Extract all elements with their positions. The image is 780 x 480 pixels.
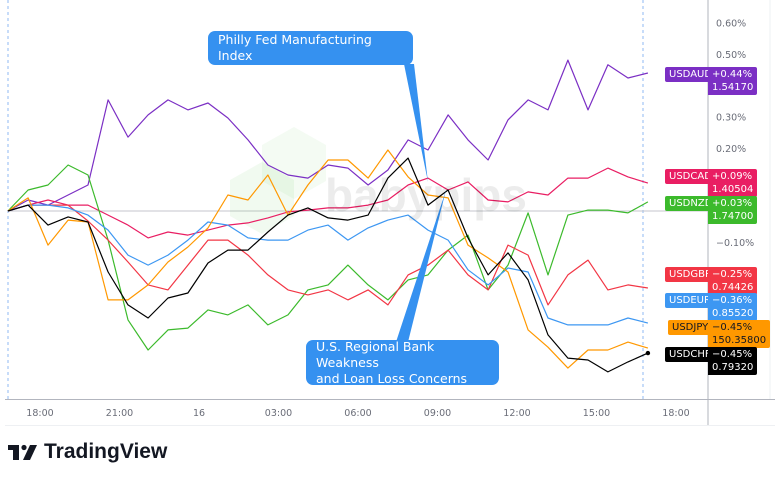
percent-change: −0.36%	[712, 295, 753, 306]
x-tick-label: 18:00	[662, 408, 689, 419]
price-tag-symbol-usdnzd[interactable]: USDNZD	[665, 196, 717, 211]
annotation-pointers	[396, 64, 446, 342]
annotation-text: Philly Fed Manufacturing Index	[218, 32, 372, 63]
price-tag-symbol-usdchf[interactable]: USDCHF	[665, 347, 715, 362]
brand-name: TradingView	[44, 440, 168, 463]
price-tag-value-usdaud: +0.44% 1.54170	[708, 67, 758, 95]
price-tag-symbol-usdcad[interactable]: USDCAD	[665, 169, 716, 184]
y-tick-label: −0.10%	[716, 238, 754, 249]
x-tick-label: 06:00	[344, 408, 371, 419]
x-tick-label: 03:00	[265, 408, 292, 419]
annotation-text-line1: U.S. Regional Bank Weakness	[316, 338, 435, 370]
price-tag-symbol-usdjpy[interactable]: USDJPY	[668, 320, 713, 335]
percent-change: −0.45%	[712, 349, 753, 360]
last-price: 1.74700	[712, 211, 754, 222]
percent-change: −0.25%	[712, 269, 753, 280]
series-line-usdchf	[7, 157, 649, 373]
annotation-text-line2: and Loan Loss Concerns	[316, 370, 468, 386]
y-tick-label: 0.60%	[716, 19, 746, 30]
regional-bank-pointer	[396, 190, 446, 342]
x-tick-label: 21:00	[106, 408, 133, 419]
last-price: 0.85520	[712, 308, 754, 319]
x-tick-label: 12:00	[503, 408, 530, 419]
percent-change: +0.03%	[712, 198, 753, 209]
x-tick-label: 09:00	[424, 408, 451, 419]
price-tag-value-usdchf: −0.45% 0.79320	[708, 347, 758, 375]
babypips-watermark-logo	[230, 127, 326, 234]
series-line-usdeur	[7, 204, 649, 326]
last-price: 1.40504	[712, 184, 754, 195]
price-tag-value-usdgbp: −0.25% 0.74426	[708, 267, 758, 295]
series-line-usdgbp	[7, 204, 648, 306]
watermark-text: babypips	[325, 169, 527, 221]
percent-change: +0.44%	[712, 69, 753, 80]
series-line-usdnzd	[7, 164, 649, 351]
price-tag-symbol-usdgbp[interactable]: USDGBP	[665, 267, 716, 282]
last-price: 1.54170	[712, 82, 754, 93]
last-price: 0.79320	[712, 362, 754, 373]
last-point-marker	[645, 350, 651, 356]
price-tag-symbol-usdaud[interactable]: USDAUD	[665, 67, 717, 82]
last-price: 0.74426	[712, 282, 754, 293]
tradingview-logo-icon	[8, 444, 37, 460]
annotation-philly-fed: Philly Fed Manufacturing Index	[208, 31, 413, 65]
tradingview-logo[interactable]: TradingView	[8, 440, 167, 464]
percent-change: +0.09%	[712, 171, 753, 182]
x-tick-label: 16	[193, 408, 205, 419]
annotation-regional-bank: U.S. Regional Bank Weakness and Loan Los…	[306, 338, 499, 386]
series-line-usdaud	[7, 59, 649, 212]
percent-change: −0.45%	[712, 322, 753, 333]
philly-fed-pointer	[404, 64, 428, 182]
price-tag-value-usdeur: −0.36% 0.85520	[708, 293, 758, 321]
y-tick-label: 0.50%	[716, 50, 746, 61]
last-price: 150.35800	[712, 335, 767, 346]
price-tag-value-usdjpy: −0.45% 150.35800	[708, 320, 771, 348]
x-tick-label: 18:00	[26, 408, 53, 419]
price-tag-value-usdnzd: +0.03% 1.74700	[708, 196, 758, 224]
price-tag-symbol-usdeur[interactable]: USDEUR	[665, 293, 715, 308]
series-line-usdcad	[7, 167, 649, 239]
y-tick-label: 0.20%	[716, 144, 746, 155]
price-tag-value-usdcad: +0.09% 1.40504	[708, 169, 758, 197]
x-tick-label: 15:00	[583, 408, 610, 419]
series-line-usdjpy	[7, 149, 649, 369]
y-tick-label: 0.30%	[716, 113, 746, 124]
